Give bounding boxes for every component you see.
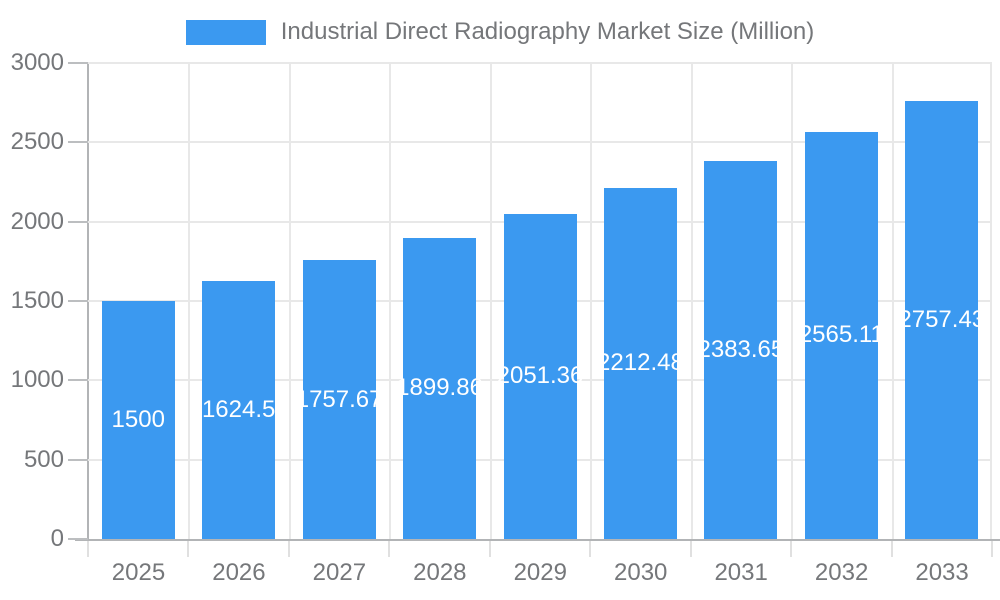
v-gridline [690,63,693,539]
y-axis-tick-label: 1500 [10,287,64,314]
legend-label: Industrial Direct Radiography Market Siz… [280,18,815,45]
bar-value-label: 2051.36 [496,362,584,390]
h-gridline [88,62,992,64]
v-gridline [891,63,894,539]
x-axis-tick [790,541,793,557]
x-axis-tick-label: 2028 [413,559,467,586]
bar-2027[interactable]: 1757.67 [296,260,382,539]
bar-value-label: 1624.5 [201,396,276,424]
bar-value-label: 1757.67 [295,385,383,413]
v-gridline [389,63,392,539]
bar-2029[interactable]: 2051.36 [497,213,583,539]
y-axis-tick [68,220,88,223]
x-axis-line [75,539,1000,541]
y-axis-tick-label: 0 [50,525,64,552]
v-gridline [288,63,291,539]
x-axis-tick [287,541,290,557]
x-axis-tick [890,541,893,557]
h-gridline [88,141,992,144]
bar-2032[interactable]: 2565.11 [799,132,884,539]
bar-2031[interactable]: 2383.65 [697,160,784,539]
x-axis-tick-label: 2026 [212,559,266,586]
legend-item[interactable]: Industrial Direct Radiography Market Siz… [0,18,1000,46]
x-axis-tick [388,541,391,557]
y-axis-tick [68,141,88,144]
v-gridline [489,63,492,539]
y-axis-tick [68,300,88,302]
bar-value-label: 2212.48 [597,349,684,377]
bar-2030[interactable]: 2212.48 [597,187,684,539]
bar-value-label: 1500 [111,406,165,433]
y-axis-tick [68,379,88,382]
x-axis-tick-label: 2033 [915,559,969,586]
bar-value-label: 1899.86 [396,374,483,402]
y-axis-tick [68,538,88,540]
bar-value-label: 2757.43 [898,306,986,334]
x-axis-tick [991,541,993,557]
y-axis-tick [68,62,88,64]
x-axis-tick-label: 2027 [312,559,367,586]
legend-swatch[interactable] [185,19,266,45]
y-axis-tick-label: 3000 [10,49,64,76]
y-axis-tick-label: 2500 [10,128,64,156]
x-axis-tick [689,541,692,557]
bar-2026[interactable]: 1624.5 [202,281,275,539]
x-axis-tick-label: 2025 [111,559,166,586]
bar-2033[interactable]: 2757.43 [898,101,985,539]
x-axis-tick-label: 2030 [614,559,668,586]
plot-area: 1500 1624.5 1757.67 1899.86 2051.36 2212.48 23… [88,62,992,539]
y-axis-tick-label: 2000 [10,207,64,235]
x-axis-tick-label: 2032 [814,559,869,586]
bar-value-label: 2565.11 [798,321,884,349]
v-gridline [188,63,191,539]
y-axis-line [87,63,89,556]
y-axis-tick-label: 500 [23,445,64,473]
y-axis-tick-label: 1000 [10,366,64,394]
x-axis-tick-label: 2029 [513,559,567,586]
v-gridline [791,63,794,539]
bar-2025[interactable]: 1500 [101,301,175,539]
x-axis-tick [87,541,89,557]
bar-2028[interactable]: 1899.86 [396,237,483,539]
v-gridline [590,63,593,539]
x-axis-tick [187,541,190,557]
y-axis-tick [68,458,88,461]
x-axis-tick [589,541,592,557]
x-axis-tick [488,541,491,557]
x-axis-tick-label: 2031 [714,559,768,586]
v-gridline [990,63,992,539]
bar-value-label: 2383.65 [697,335,785,363]
